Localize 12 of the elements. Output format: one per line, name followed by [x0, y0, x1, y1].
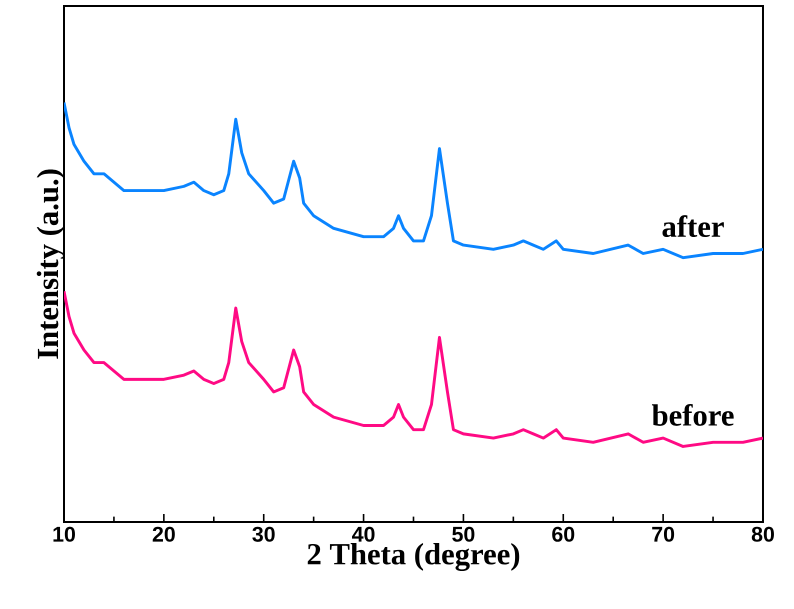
x-tick-label: 60: [552, 526, 574, 542]
x-tick-label: 70: [652, 526, 674, 542]
x-tick-label: 80: [752, 526, 774, 542]
series-label: after: [662, 215, 724, 238]
x-axis-title: 2 Theta (degree): [308, 542, 520, 572]
series-label: before: [652, 404, 734, 426]
y-axis-title: Intensity (a.u.): [36, 170, 65, 359]
x-tick-label: 50: [452, 526, 474, 542]
x-tick-label: 30: [252, 526, 275, 542]
x-tick-label: 20: [152, 526, 175, 542]
x-tick-label: 40: [352, 526, 375, 542]
x-tick-label: 10: [53, 526, 75, 542]
